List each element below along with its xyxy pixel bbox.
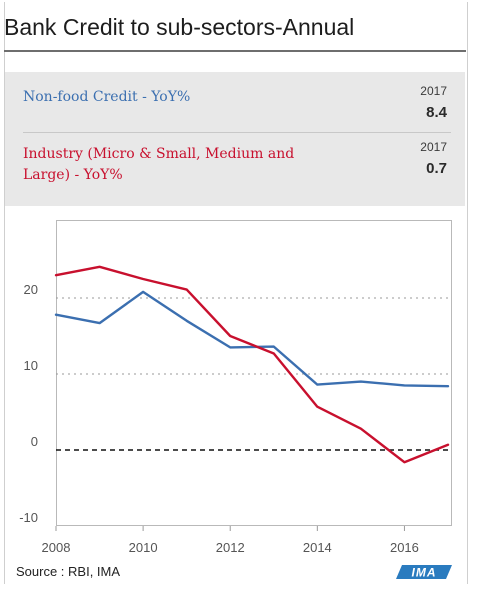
plot-area bbox=[56, 220, 452, 526]
x-tick-label: 2016 bbox=[390, 540, 419, 555]
x-tick-label: 2008 bbox=[42, 540, 71, 555]
legend-value-nonfood: 8.4 bbox=[426, 104, 447, 121]
legend-label-nonfood: Non-food Credit - YoY% bbox=[23, 89, 191, 105]
x-tick-label: 2010 bbox=[129, 540, 158, 555]
legend-year-industry: 2017 bbox=[420, 140, 447, 154]
y-tick-label: 10 bbox=[24, 358, 38, 373]
chart-title: Bank Credit to sub-sectors-Annual bbox=[4, 14, 355, 40]
legend-label-industry: Industry (Micro & Small, Medium and Larg… bbox=[23, 144, 294, 186]
svg-text:IMA: IMA bbox=[412, 566, 437, 580]
legend-divider bbox=[23, 132, 451, 133]
y-tick-label: 0 bbox=[31, 434, 38, 449]
series-line-nonfood-credit bbox=[54, 290, 450, 388]
legend-label-industry-line1: Industry (Micro & Small, Medium and bbox=[23, 146, 295, 162]
y-tick-label: 20 bbox=[24, 282, 38, 297]
title-divider bbox=[4, 50, 466, 52]
legend-panel: Non-food Credit - YoY% 2017 8.4 Industry… bbox=[5, 72, 465, 206]
legend-year-nonfood: 2017 bbox=[420, 84, 447, 98]
x-tick-label: 2014 bbox=[303, 540, 332, 555]
x-tick-label: 2012 bbox=[216, 540, 245, 555]
legend-value-industry: 0.7 bbox=[426, 160, 447, 177]
source-note: Source : RBI, IMA bbox=[16, 564, 121, 579]
y-tick-label: -10 bbox=[19, 510, 38, 525]
series-line-industry bbox=[54, 265, 450, 464]
ima-logo: IMA bbox=[396, 565, 452, 579]
legend-label-industry-line2: Large) - YoY% bbox=[23, 167, 123, 183]
